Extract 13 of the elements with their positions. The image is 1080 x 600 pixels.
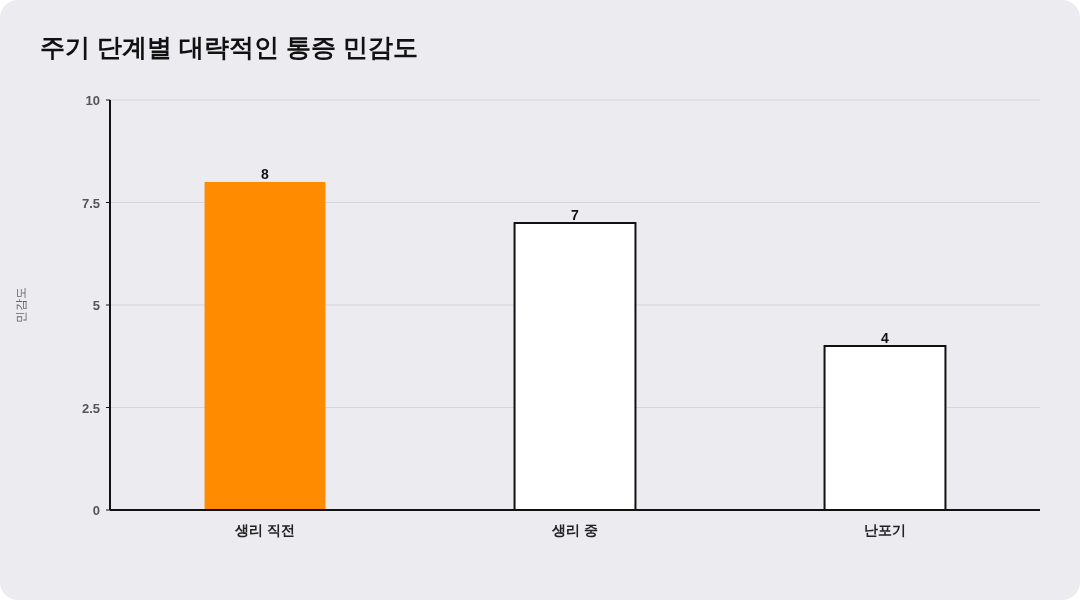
data-label: 8 <box>261 166 270 182</box>
data-label: 4 <box>881 330 890 346</box>
y-tick-label: 2.5 <box>81 400 100 416</box>
y-tick-label: 10 <box>85 93 100 108</box>
y-tick-label: 0 <box>92 503 100 518</box>
y-tick-label: 7.5 <box>81 195 100 211</box>
y-tick-label: 5 <box>92 298 100 313</box>
chart-title: 주기 단계별 대략적인 통증 민감도 <box>40 33 418 61</box>
x-tick-label: 생리 중 <box>551 522 598 538</box>
x-tick-label: 생리 직전 <box>234 522 295 538</box>
data-label: 7 <box>571 207 580 223</box>
y-axis-title: 민감도 <box>14 287 28 323</box>
x-tick-label: 난포기 <box>864 522 906 538</box>
